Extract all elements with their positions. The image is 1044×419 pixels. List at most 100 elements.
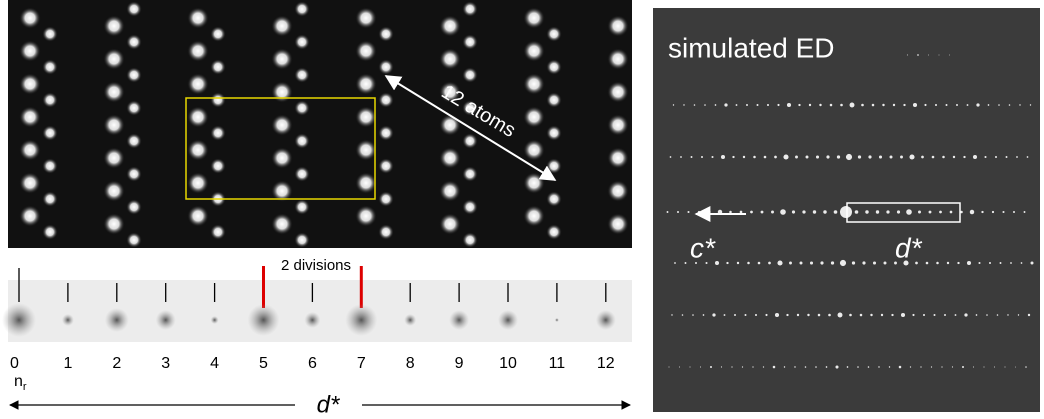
ed-spot (939, 211, 942, 214)
ed-spot (909, 154, 914, 159)
ed-spot (798, 104, 800, 106)
ed-spot (901, 313, 905, 317)
atom (462, 133, 478, 149)
atom (294, 1, 310, 17)
index-label: 1 (63, 355, 72, 372)
ed-spot (970, 210, 974, 214)
ed-spot (674, 262, 676, 264)
ed-spot (849, 314, 852, 317)
ed-spot (704, 104, 706, 106)
ed-spot (967, 104, 969, 106)
ed-spot (903, 104, 905, 106)
ed-spot (685, 262, 687, 264)
ed-spot (826, 155, 829, 158)
ed-spot (679, 367, 680, 368)
ed-spot (743, 156, 745, 158)
atom (19, 73, 41, 95)
atom (42, 125, 58, 141)
atom (42, 92, 58, 108)
spot (596, 310, 616, 330)
ed-spot (807, 314, 809, 316)
atom (439, 213, 461, 235)
index-label: 10 (499, 355, 517, 372)
ed-spot (921, 156, 924, 159)
atom (42, 59, 58, 75)
ed-spot (840, 104, 843, 107)
ed-spot (819, 104, 821, 106)
ed-spot (868, 155, 871, 158)
index-label: 7 (357, 355, 366, 372)
ed-spot (834, 210, 838, 214)
ed-spot (797, 314, 799, 316)
ed-spot (794, 366, 795, 367)
ed-spot (1013, 211, 1015, 213)
ed-spot (986, 314, 988, 316)
atom (378, 191, 394, 207)
index-symbol: nr (14, 373, 27, 393)
ed-spot (711, 156, 713, 158)
atom (103, 15, 125, 37)
ed-spot (767, 104, 769, 106)
ed-spot (768, 262, 771, 265)
ed-spot (857, 366, 859, 368)
atom (126, 166, 142, 182)
atom (103, 81, 125, 103)
atom (187, 40, 209, 62)
ed-spot (715, 104, 717, 106)
ed-spot (967, 261, 971, 265)
ed-spot (731, 366, 732, 367)
ed-spot (736, 104, 738, 106)
ed-spot (878, 366, 879, 367)
ed-spot (860, 314, 863, 317)
index-label: 8 (406, 355, 415, 372)
ed-spot (907, 54, 908, 55)
ed-spot (701, 156, 703, 158)
ed-spot (936, 262, 939, 265)
atom (187, 106, 209, 128)
ed-spot (1015, 367, 1016, 368)
index-letter: n (14, 373, 23, 390)
ed-spot (913, 103, 917, 107)
ed-spot (949, 55, 950, 56)
ed-spot (995, 156, 997, 158)
atom (103, 114, 125, 136)
ed-spot (912, 314, 914, 316)
atom (42, 26, 58, 42)
atom (462, 67, 478, 83)
ed-spot (682, 314, 684, 316)
ed-spot (837, 155, 840, 158)
ed-spot (870, 314, 872, 316)
ed-spot (1009, 104, 1011, 106)
atom (439, 147, 461, 169)
ed-spot (692, 314, 694, 316)
atom (19, 172, 41, 194)
ed-spot (786, 314, 788, 316)
atom (271, 15, 293, 37)
ed-spot (690, 367, 691, 368)
index-label: 9 (455, 355, 464, 372)
d-label: d* (895, 232, 923, 263)
ed-spot (861, 104, 864, 107)
atom (439, 15, 461, 37)
atom (523, 139, 545, 161)
atom (271, 81, 293, 103)
ed-spot (1005, 367, 1006, 368)
ed-spot (698, 211, 700, 213)
ed-spot (886, 210, 889, 213)
ed-spot (994, 367, 995, 368)
ed-spot (941, 366, 942, 367)
atom (126, 100, 142, 116)
atom (378, 158, 394, 174)
ed-spot (667, 211, 669, 213)
atom (462, 232, 478, 248)
atom (187, 139, 209, 161)
ed-spot (847, 366, 849, 368)
ed-spot (747, 262, 750, 265)
ed-spot (753, 156, 756, 159)
ed-spot (973, 366, 974, 367)
ed-spot (780, 209, 786, 215)
index-label: 4 (210, 355, 219, 372)
ed-spot (897, 210, 900, 213)
atom (378, 59, 394, 75)
spot (498, 310, 518, 330)
